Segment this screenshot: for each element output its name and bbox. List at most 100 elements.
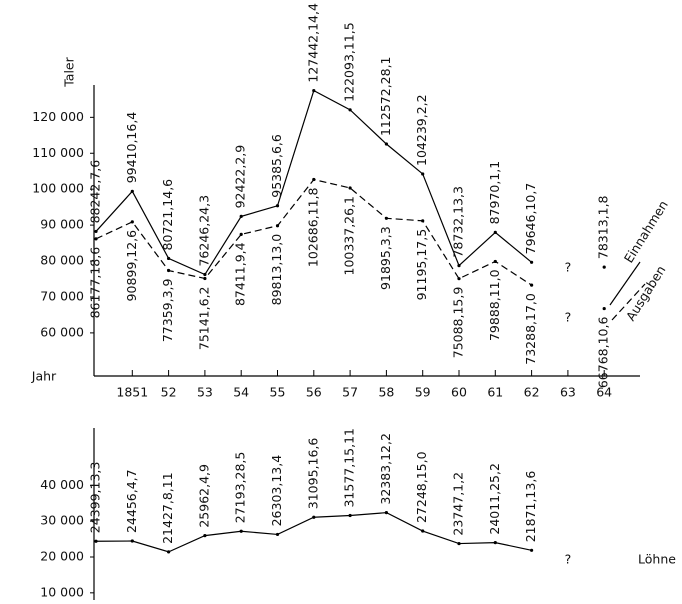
value-label: 90899,12,6 [124, 230, 139, 302]
x-tick-label: 62 [524, 385, 540, 400]
point [203, 534, 207, 538]
point [312, 88, 316, 93]
point [493, 259, 497, 264]
value-label: 79888,11,0 [487, 269, 502, 341]
point [421, 529, 425, 533]
x-tick-label: 56 [306, 385, 322, 400]
value-label: 102686,11,8 [305, 187, 320, 267]
value-label: 87970,1,1 [487, 161, 502, 225]
point [348, 186, 352, 190]
value-label: 78313,1,8 [596, 195, 611, 259]
value-label: 21427,8,11 [160, 472, 175, 544]
point [275, 532, 280, 537]
value-label: 95385,6,6 [269, 134, 284, 198]
value-label: 92422,2,9 [233, 145, 248, 209]
value-label: 77359,3,9 [160, 278, 175, 342]
value-label: 122093,11,5 [342, 22, 357, 102]
value-label: 112572,28,1 [378, 56, 393, 136]
value-label: 79646,10,7 [523, 183, 538, 255]
point [275, 204, 280, 208]
point [457, 277, 461, 281]
value-label: 27193,28,5 [233, 452, 248, 524]
point [239, 529, 243, 533]
point [94, 237, 98, 241]
y-tick-label: 100 000 [32, 181, 84, 196]
y-tick-label: 90 000 [40, 217, 84, 232]
legend-line [611, 283, 646, 321]
x-axis-label: Jahr [31, 369, 57, 384]
point [239, 232, 243, 237]
x-tick-label: 64 [596, 385, 612, 400]
point [530, 548, 534, 552]
value-label: 27248,15,0 [414, 451, 429, 523]
y-axis-label: Taler [62, 56, 77, 87]
point [493, 230, 497, 235]
x-tick-label: 1851 [116, 385, 148, 400]
point [130, 539, 134, 543]
value-label: 78732,13,3 [451, 186, 466, 258]
x-tick-label: 55 [270, 385, 286, 400]
x-tick-label: 61 [487, 385, 503, 400]
value-label: 75088,15,9 [451, 287, 466, 359]
value-label: 24011,25,2 [487, 463, 502, 535]
point [384, 142, 388, 146]
point [312, 515, 316, 519]
value-label: 32383,12,2 [378, 433, 393, 505]
value-label: 24456,4,7 [124, 469, 139, 533]
y-tick-label: 10 000 [40, 584, 84, 599]
x-tick-label: 52 [161, 385, 177, 400]
point [239, 214, 243, 219]
value-label: 25962,4,9 [196, 464, 211, 528]
y-tick-label: 60 000 [40, 324, 84, 339]
point [130, 220, 134, 224]
point [167, 268, 171, 273]
x-tick-label: 57 [342, 385, 358, 400]
value-label: 87411,9,4 [233, 242, 248, 306]
value-label: 89813,13,0 [269, 234, 284, 306]
value-label: 99410,16,4 [124, 112, 139, 184]
value-label: 91895,3,3 [378, 226, 393, 290]
value-label: 127442,14,4 [305, 3, 320, 83]
point [602, 306, 606, 311]
point [530, 283, 534, 287]
value-label: 24399,13,3 [88, 462, 103, 534]
y-tick-label: 30 000 [40, 513, 84, 528]
point [275, 224, 280, 228]
value-label: 100337,26,1 [342, 196, 357, 276]
point [493, 541, 497, 545]
point [602, 265, 606, 269]
x-tick-label: 63 [560, 385, 576, 400]
value-label: 91195,17,5 [414, 229, 429, 301]
legend-label: Einnahmen [621, 198, 671, 266]
point [384, 216, 388, 220]
point [167, 256, 171, 261]
x-tick-label: 54 [233, 385, 249, 400]
y-tick-label: 70 000 [40, 288, 84, 303]
value-label: 88242,7,6 [88, 160, 103, 224]
x-tick-label: 59 [415, 385, 431, 400]
value-label: ? [565, 260, 572, 275]
value-label: ? [565, 552, 572, 567]
point [348, 108, 352, 112]
x-tick-label: 53 [197, 385, 213, 400]
point [203, 272, 207, 277]
value-label: 104239,2,2 [414, 94, 429, 166]
point [348, 513, 352, 518]
value-label: 23747,1,2 [451, 472, 466, 536]
value-label: 26303,13,4 [269, 455, 284, 527]
value-label: 75141,6,2 [196, 286, 211, 350]
point [312, 177, 316, 182]
y-tick-label: 40 000 [40, 477, 84, 492]
point [167, 550, 171, 554]
y-tick-label: 20 000 [40, 549, 84, 564]
x-tick-label: 60 [451, 385, 467, 400]
point [94, 229, 98, 234]
value-label: 21871,13,6 [523, 471, 538, 543]
point [384, 511, 388, 515]
value-label: 31095,16,6 [305, 438, 320, 510]
y-tick-label: 110 000 [32, 145, 84, 160]
point [94, 539, 98, 543]
value-label: 86177,18,6 [88, 247, 103, 319]
point [457, 541, 461, 546]
